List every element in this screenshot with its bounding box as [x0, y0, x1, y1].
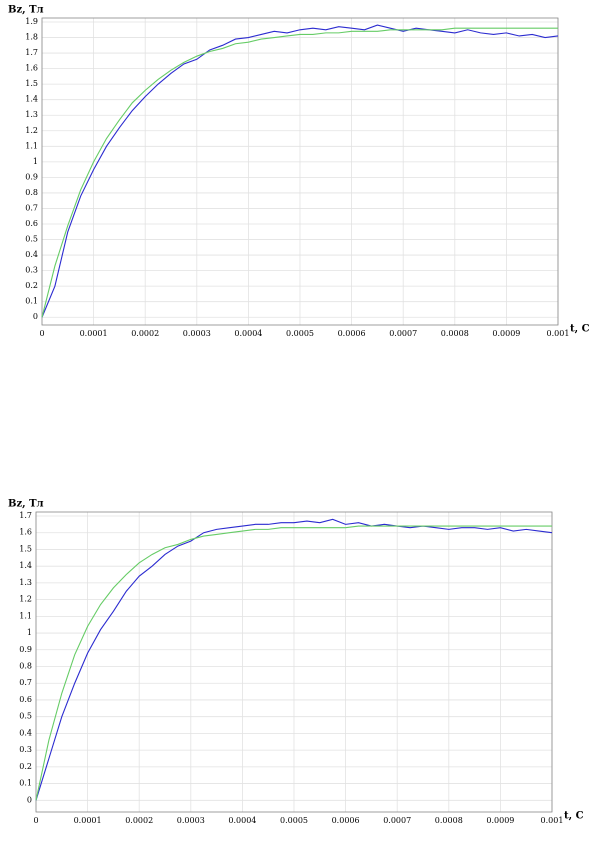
y-tick-label: 1.5 [19, 544, 32, 553]
x-tick-label: 0.0006 [332, 816, 360, 825]
y-tick-label: 0.3 [25, 266, 38, 275]
y-tick-label: 1.4 [19, 561, 32, 570]
x-tick-label: 0.0006 [338, 329, 366, 338]
y-tick-label: 1.6 [25, 64, 38, 73]
y-tick-label: 0.3 [19, 745, 32, 754]
y-tick-label: 0.7 [25, 203, 38, 212]
y-tick-label: 1.8 [25, 33, 38, 42]
y-tick-label: 0.6 [25, 219, 38, 228]
x-axis-label: t, C [564, 811, 584, 822]
x-tick-label: 0.0003 [177, 816, 205, 825]
x-tick-label: 0.0008 [441, 329, 469, 338]
x-tick-label: 0 [33, 816, 38, 825]
y-tick-label: 0.8 [19, 662, 32, 671]
y-tick-label: 1.2 [19, 595, 32, 604]
x-tick-label: 0.0005 [280, 816, 308, 825]
x-axis-label: t, C [570, 324, 590, 335]
y-tick-label: 1 [33, 157, 38, 166]
y-tick-label: 0.4 [25, 250, 38, 259]
x-tick-label: 0.0008 [435, 816, 463, 825]
x-tick-label: 0 [39, 329, 44, 338]
data-line [35, 518, 553, 801]
y-tick-label: 1.3 [19, 578, 32, 587]
y-axis-label: Bz, Тл [8, 499, 44, 510]
x-tick-label: 0.0009 [492, 329, 520, 338]
x-tick-label: 0.001 [547, 329, 570, 338]
y-tick-label: 1.5 [25, 79, 38, 88]
y-tick-label: 1.2 [25, 126, 38, 135]
x-tick-label: 0.0003 [183, 329, 211, 338]
x-tick-label: 0.0007 [383, 816, 411, 825]
y-tick-label: 0.5 [25, 235, 38, 244]
y-tick-label: 0.1 [19, 779, 32, 788]
y-tick-label: 0.4 [19, 728, 32, 737]
plot-frame [41, 17, 559, 326]
x-tick-label: 0.0002 [131, 329, 159, 338]
x-tick-label: 0.0002 [125, 816, 153, 825]
y-tick-label: 0.6 [19, 695, 32, 704]
data-line [41, 24, 559, 318]
y-tick-label: 1.6 [19, 528, 32, 537]
x-tick-label: 0.0001 [74, 816, 102, 825]
y-tick-label: 1.4 [25, 95, 38, 104]
y-tick-label: 0.9 [19, 645, 32, 654]
y-tick-label: 1.7 [25, 48, 38, 57]
y-tick-label: 1.1 [25, 141, 38, 150]
y-tick-label: 0 [33, 312, 38, 321]
y-tick-label: 1.1 [19, 611, 32, 620]
x-tick-label: 0.0004 [234, 329, 262, 338]
x-tick-label: 0.0007 [389, 329, 417, 338]
y-tick-label: 1 [27, 628, 32, 637]
y-tick-label: 0.7 [19, 678, 32, 687]
data-line [35, 525, 552, 801]
y-axis-label: Bz, Тл [8, 5, 44, 16]
y-tick-label: 0.5 [19, 712, 32, 721]
x-tick-label: 0.0009 [486, 816, 514, 825]
x-tick-label: 0.0005 [286, 329, 314, 338]
y-tick-label: 0.2 [25, 281, 38, 290]
y-tick-label: 0.8 [25, 188, 38, 197]
y-tick-label: 0.1 [25, 297, 38, 306]
y-tick-label: 1.7 [19, 511, 32, 520]
x-tick-label: 0.0001 [80, 329, 108, 338]
data-line [41, 27, 558, 318]
y-tick-label: 0.2 [19, 762, 32, 771]
y-tick-label: 0 [27, 795, 32, 804]
y-tick-label: 1.9 [25, 17, 38, 26]
x-tick-label: 0.0004 [228, 816, 256, 825]
y-tick-label: 0.9 [25, 172, 38, 181]
x-tick-label: 0.001 [541, 816, 564, 825]
plot-frame [35, 511, 553, 813]
y-tick-label: 1.3 [25, 110, 38, 119]
